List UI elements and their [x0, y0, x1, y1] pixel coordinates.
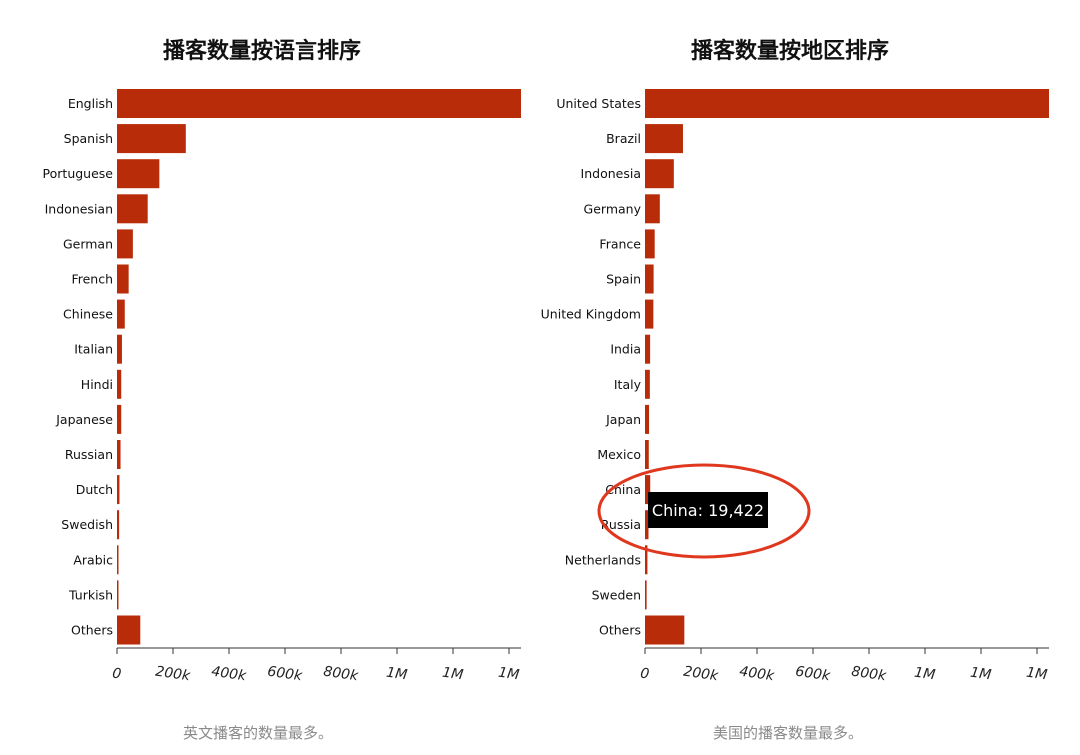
bar-indonesia[interactable] [645, 159, 674, 189]
tick-label: 1M [385, 665, 408, 684]
tick-label: 400k [210, 664, 248, 685]
category-label: Netherlands [565, 552, 641, 567]
x-axis-ticks: 0 200k 400k 600k 800k 1M 1M 1M [639, 648, 1048, 684]
tick-label: 800k [322, 664, 360, 685]
category-label: Indonesia [581, 166, 641, 181]
tick-label: 600k [266, 664, 304, 685]
bar-turkish[interactable] [117, 580, 119, 610]
category-label: Spain [606, 272, 641, 287]
category-label: English [68, 96, 113, 111]
category-label: France [599, 236, 641, 251]
tick-label: 1M [441, 665, 464, 684]
tooltip-box [648, 492, 768, 528]
category-label: Swedish [61, 517, 113, 532]
tick-label: 1M [497, 665, 520, 684]
bar-brazil[interactable] [645, 124, 683, 154]
bar-others[interactable] [645, 615, 685, 645]
bar-italy[interactable] [645, 369, 650, 399]
bar-sweden[interactable] [645, 580, 647, 610]
bar-others[interactable] [117, 615, 141, 645]
tick-label: 600k [794, 664, 832, 685]
chart-caption: 美国的播客数量最多。 [713, 724, 863, 742]
tick-label: 200k [682, 664, 720, 685]
category-labels: United States Brazil Indonesia Germany Franc… [541, 96, 642, 638]
bar-swedish[interactable] [117, 510, 120, 540]
category-label: Spanish [64, 131, 113, 146]
bar-dutch[interactable] [117, 475, 120, 505]
chart-caption: 英文播客的数量最多。 [183, 724, 333, 742]
tick-label: 800k [850, 664, 888, 685]
category-label: German [63, 236, 113, 251]
category-label: Germany [584, 201, 642, 216]
category-label: Turkish [68, 587, 113, 602]
category-label: Italy [614, 377, 642, 392]
bar-russian[interactable] [117, 440, 121, 469]
bar-spanish[interactable] [117, 124, 186, 154]
category-label: French [71, 272, 113, 287]
tooltip-label: China: 19,422 [652, 501, 764, 520]
category-label: Russia [601, 517, 641, 532]
bar-china[interactable] [645, 475, 651, 505]
category-label: Mexico [597, 447, 641, 462]
bar-italian[interactable] [117, 334, 122, 364]
bar-japan[interactable] [645, 404, 650, 434]
category-label: Dutch [76, 482, 113, 497]
bar-japanese[interactable] [117, 404, 122, 434]
chart-title: 播客数量按语言排序 [163, 38, 361, 64]
bar-german[interactable] [117, 229, 133, 259]
highlight-ring [597, 463, 811, 559]
chart-by-language: 播客数量按语言排序 English Spanish Portuguese Indone… [43, 38, 521, 742]
bar-french[interactable] [117, 264, 129, 294]
bar-group [117, 89, 521, 645]
category-label: United States [556, 96, 641, 111]
category-label: Portuguese [43, 166, 114, 181]
category-label: Japan [605, 412, 641, 427]
category-label: Russian [65, 447, 113, 462]
x-axis-ticks: 0 200k 400k 600k 800k 1M 1M 1M [111, 648, 520, 684]
category-labels: English Spanish Portuguese Indonesian German… [43, 96, 114, 638]
bar-chinese[interactable] [117, 299, 125, 329]
bar-india[interactable] [645, 334, 651, 364]
bar-hindi[interactable] [117, 369, 122, 399]
category-label: Others [71, 623, 113, 638]
tick-label: 1M [969, 665, 992, 684]
bar-english[interactable] [117, 89, 521, 118]
category-label: Hindi [81, 377, 113, 392]
chart-title: 播客数量按地区排序 [691, 38, 889, 64]
tick-label: 0 [111, 665, 122, 682]
category-label: Chinese [63, 307, 113, 322]
category-label: Sweden [592, 587, 641, 602]
tick-label: 1M [1025, 665, 1048, 684]
category-label: Brazil [606, 131, 641, 146]
bar-spain[interactable] [645, 264, 654, 294]
bar-arabic[interactable] [117, 545, 119, 575]
bar-group [645, 89, 1049, 645]
tick-label: 400k [738, 664, 776, 685]
bar-france[interactable] [645, 229, 655, 259]
tick-label: 0 [639, 665, 650, 682]
category-label: Italian [74, 342, 113, 357]
bar-netherlands[interactable] [645, 545, 648, 575]
bar-mexico[interactable] [645, 440, 649, 469]
bar-germany[interactable] [645, 194, 660, 224]
category-label: India [610, 342, 641, 357]
bar-united-kingdom[interactable] [645, 299, 654, 329]
category-label: Japanese [55, 412, 113, 427]
bar-portuguese[interactable] [117, 159, 160, 189]
category-label: United Kingdom [541, 307, 641, 322]
tick-label: 200k [154, 664, 192, 685]
category-label: Others [599, 623, 641, 638]
bar-russia[interactable] [645, 510, 649, 540]
bar-indonesian[interactable] [117, 194, 148, 224]
category-label: Arabic [73, 552, 113, 567]
tick-label: 1M [913, 665, 936, 684]
category-label: Indonesian [45, 201, 113, 216]
bar-united-states[interactable] [645, 89, 1049, 118]
tooltip: China: 19,422 [648, 492, 768, 528]
chart-by-region: 播客数量按地区排序 United States Brazil Indonesia Ge… [541, 38, 1049, 742]
